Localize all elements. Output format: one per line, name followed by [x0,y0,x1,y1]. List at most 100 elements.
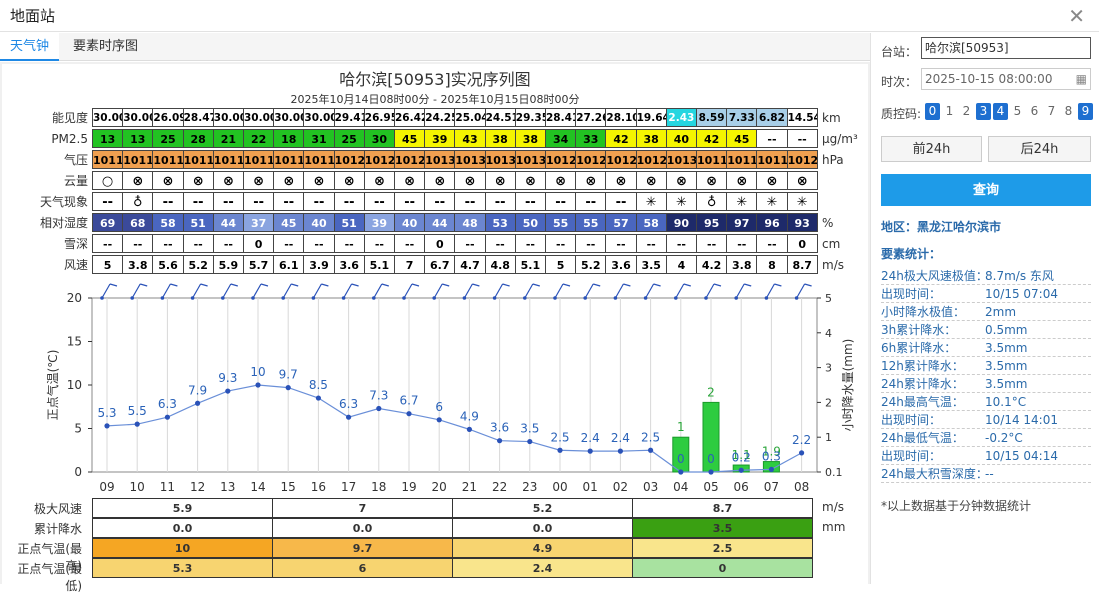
humidity-cell: 40 [394,213,426,232]
wind-barb-staff [584,283,594,299]
wind-barb-flag [351,283,359,287]
visibility-cell: 2.43 [665,108,697,127]
wind-barb-staff [312,283,322,299]
pressure-cell: 1012 [545,150,577,169]
visibility-cell: 30.00 [212,108,244,127]
time-input[interactable]: 2025-10-15 08:00:00 ▦ [921,68,1091,90]
precip-label: 1.1 [732,448,751,462]
qc-code-3[interactable]: 3 [976,103,991,120]
window-titlebar: 地面站 ✕ [0,0,1099,32]
wind-barb-base [341,296,346,300]
weather-cell: ♁ [696,192,728,211]
pressure-cell: 1011 [303,150,335,169]
snow-cell: -- [756,234,788,253]
temperature-point [376,405,382,412]
pressure-cell: 1011 [726,150,758,169]
close-icon[interactable]: ✕ [1068,4,1085,28]
weather-cell: -- [212,192,244,211]
wind-barb-flag [109,283,118,287]
cloud-cell: ⊗ [786,171,818,190]
humidity-cell: 57 [605,213,637,232]
query-button[interactable]: 查询 [881,174,1091,206]
visibility-cell: 25.04 [454,108,486,127]
temperature-label: 5.5 [128,404,147,418]
visibility-cell: 7.33 [726,108,758,127]
snow-cell: -- [545,234,577,253]
stat-value: 2mm [985,305,1017,319]
pm25-cell: -- [786,129,818,148]
wind-cell: 8 [756,255,788,274]
cloud-cell: ⊗ [273,171,305,190]
chart-paper: 哈尔滨[50953]实况序列图 2025年10月14日08时00分 - 2025… [2,64,868,593]
wind-cell: 4.2 [696,255,728,274]
weather-cell: -- [243,192,275,211]
qc-code-6[interactable]: 6 [1027,103,1042,120]
temperature-label: 6 [435,400,443,414]
weather-cell: -- [514,192,546,211]
summary-cell: 0 [632,558,813,578]
stat-value: 0.5mm [985,323,1028,337]
stats-note: *以上数据基于分钟数据统计 [881,499,1032,513]
qc-code-8[interactable]: 8 [1061,103,1076,120]
visibility-cell: 26.09 [152,108,184,127]
pm25-cell: 28 [182,129,214,148]
y-right-tick: 0.1 [825,466,843,479]
qc-code-2[interactable]: 2 [959,103,974,120]
temperature-point [195,400,201,406]
visibility-cell: 29.35 [514,108,546,127]
temperature-point [315,395,321,401]
wind-barb-staff [161,283,171,299]
wind-cell: 3.8 [726,255,758,274]
y-right-tick: 5 [825,292,832,305]
qc-code-1[interactable]: 1 [942,103,957,120]
snow-cell: -- [333,234,365,253]
next-24h-button[interactable]: 后24h [988,136,1091,162]
station-input[interactable]: 哈尔滨[50953] [921,37,1091,59]
wind-cell: 4.8 [484,255,516,274]
row-label-weather: 天气现象 [39,195,88,209]
temperature-point [346,414,352,420]
cloud-cell: ⊗ [635,171,667,190]
temperature-label: 5.3 [97,406,116,420]
wind-barb-base [281,296,286,300]
wind-barb-flag [683,283,691,287]
visibility-cell: 30.00 [92,108,124,127]
qc-code-5[interactable]: 5 [1010,103,1025,120]
summary-cell: 5.2 [452,498,633,518]
wind-barb-staff [705,283,715,299]
calendar-icon[interactable]: ▦ [1075,72,1087,86]
summary-cell: 2.5 [632,538,813,558]
stat-value: 3.5mm [985,359,1028,373]
snow-cell: -- [575,234,607,253]
temperature-label: 2.4 [581,431,600,445]
qc-code-4[interactable]: 4 [993,103,1008,120]
x-tick: 06 [734,480,749,494]
wind-barb-staff [645,283,655,299]
pressure-cell: 1011 [212,150,244,169]
tab-weather-clock[interactable]: 天气钟 [0,33,60,61]
temperature-point [527,438,533,445]
stat-key: 24h最高气温： [881,395,964,409]
pm25-cell: 30 [363,129,395,148]
wind-barb-base [372,296,376,300]
temperature-point [557,447,563,453]
tab-element-timeseries[interactable]: 要素时序图 [73,39,139,54]
qc-code-7[interactable]: 7 [1044,103,1059,120]
humidity-cell: 95 [696,213,728,232]
stat-key: 6h累计降水： [881,341,957,355]
qc-code-0[interactable]: 0 [925,103,940,120]
qc-code-9[interactable]: 9 [1078,103,1093,120]
pressure-cell: 1013 [454,150,486,169]
prev-24h-button[interactable]: 前24h [881,136,982,162]
wind-barb-base [613,296,618,300]
stat-value: 8.7m/s 东风 [985,269,1054,283]
temperature-point [648,447,654,453]
weather-cell: -- [454,192,486,211]
wind-cell: 7 [394,255,426,274]
qc-label: 质控码: [881,107,922,121]
wind-barb-base [674,296,678,300]
stat-value: 3.5mm [985,377,1028,391]
weather-cell: -- [182,192,214,211]
pressure-cell: 1013 [665,150,697,169]
x-tick: 11 [160,480,175,494]
